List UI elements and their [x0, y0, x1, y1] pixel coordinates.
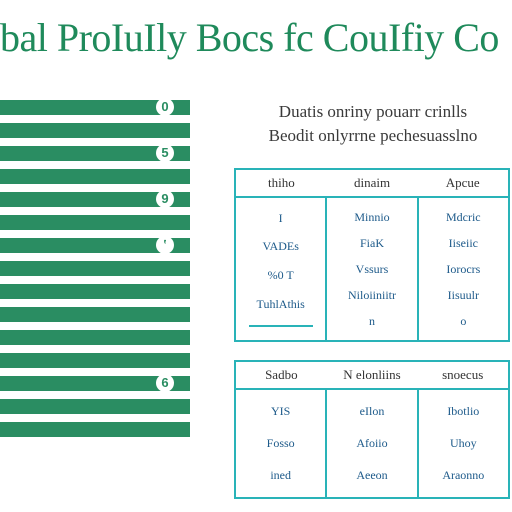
intro-line-1: Duatis onriny pouarr crinlls: [278, 102, 468, 121]
table-cell: Iisuulr: [447, 287, 479, 302]
table-header-cell: dinaim: [353, 175, 391, 190]
table-header: Sadbo N elonliins snoecus: [236, 362, 508, 390]
stripe-bar: [0, 353, 190, 368]
stripe-mark: 0: [156, 98, 174, 116]
table-cell: Uhoy: [449, 435, 477, 450]
table-cell: Afoiio: [356, 435, 388, 450]
table-cell: Minnio: [354, 209, 390, 224]
table-column: Minnio FiaK Vssurs Niloiiniitr n: [327, 198, 419, 340]
table-header-cell: N elonliins: [343, 367, 401, 382]
stripe-bar: [0, 307, 190, 322]
table-cell: ined: [270, 467, 291, 482]
comparison-table-top: thiho dinaim Apcue I VADEs %0 T TuhlAthi…: [234, 168, 510, 342]
comparison-table-bottom: Sadbo N elonliins snoecus YIS Fosso ined…: [234, 360, 510, 499]
stripe-bar: [0, 330, 190, 345]
stripe-mark: 9: [156, 190, 174, 208]
stripe-bar: [0, 422, 190, 437]
table-cell: n: [368, 313, 375, 328]
stripe-bar: 6: [0, 374, 190, 392]
table-header-cell: thiho: [267, 175, 295, 190]
divider-line: [248, 325, 313, 328]
stripe-bar: 0: [0, 98, 190, 116]
table-header-cell: Apcue: [445, 175, 480, 190]
stripe-bar: ʽ: [0, 236, 190, 254]
stripe-bar: 9: [0, 190, 190, 208]
table-cell: FiaK: [359, 235, 384, 250]
table-column: Ibotlio Uhoy Araonno: [419, 390, 508, 497]
table-cell: Aeeon: [356, 467, 388, 482]
intro-line-2: Beodit onlyrrne pechesuasslno: [268, 126, 478, 145]
table-cell: eIlon: [359, 404, 385, 419]
stripe-bar: [0, 215, 190, 230]
table-header-cell: Sadbo: [265, 367, 298, 382]
striped-bar-graphic: 0 5 9 ʽ 6: [0, 98, 190, 445]
table-cell: YIS: [270, 404, 291, 419]
table-cell: %0 T: [267, 267, 294, 282]
table-cell: Araonno: [442, 467, 485, 482]
table-column: eIlon Afoiio Aeeon: [327, 390, 419, 497]
table-cell: Fosso: [266, 435, 295, 450]
table-column: I VADEs %0 T TuhlAthis: [236, 198, 328, 340]
stripe-bar: [0, 399, 190, 414]
stripe-mark: ʽ: [156, 236, 174, 254]
stripe-bar: [0, 261, 190, 276]
stripe-bar: 5: [0, 144, 190, 162]
table-header-cell: snoecus: [442, 367, 484, 382]
table-cell: Vssurs: [355, 261, 389, 276]
table-cell: VADEs: [262, 239, 299, 254]
table-column: YIS Fosso ined: [236, 390, 328, 497]
stripe-bar: [0, 123, 190, 138]
table-cell: Iorocrs: [446, 261, 481, 276]
stripe-bar: [0, 284, 190, 299]
table-cell: Mdcric: [445, 209, 481, 224]
table-cell: o: [460, 313, 467, 328]
table-cell: Niloiiniitr: [347, 287, 396, 302]
table-cell: I: [278, 210, 283, 225]
table-column: Mdcric Iiseiic Iorocrs Iisuulr o: [419, 198, 508, 340]
intro-text: Duatis onriny pouarr crinlls Beodit only…: [238, 100, 508, 148]
stripe-mark: 5: [156, 144, 174, 162]
stripe-mark: 6: [156, 374, 174, 392]
table-header: thiho dinaim Apcue: [236, 170, 508, 198]
table-cell: Iiseiic: [448, 235, 478, 250]
stripe-bar: [0, 169, 190, 184]
table-cell: Ibotlio: [447, 404, 480, 419]
page-title: bal ProIuIly Bocs fc CouIfiy Co: [0, 15, 499, 60]
table-cell: TuhlAthis: [256, 296, 305, 311]
